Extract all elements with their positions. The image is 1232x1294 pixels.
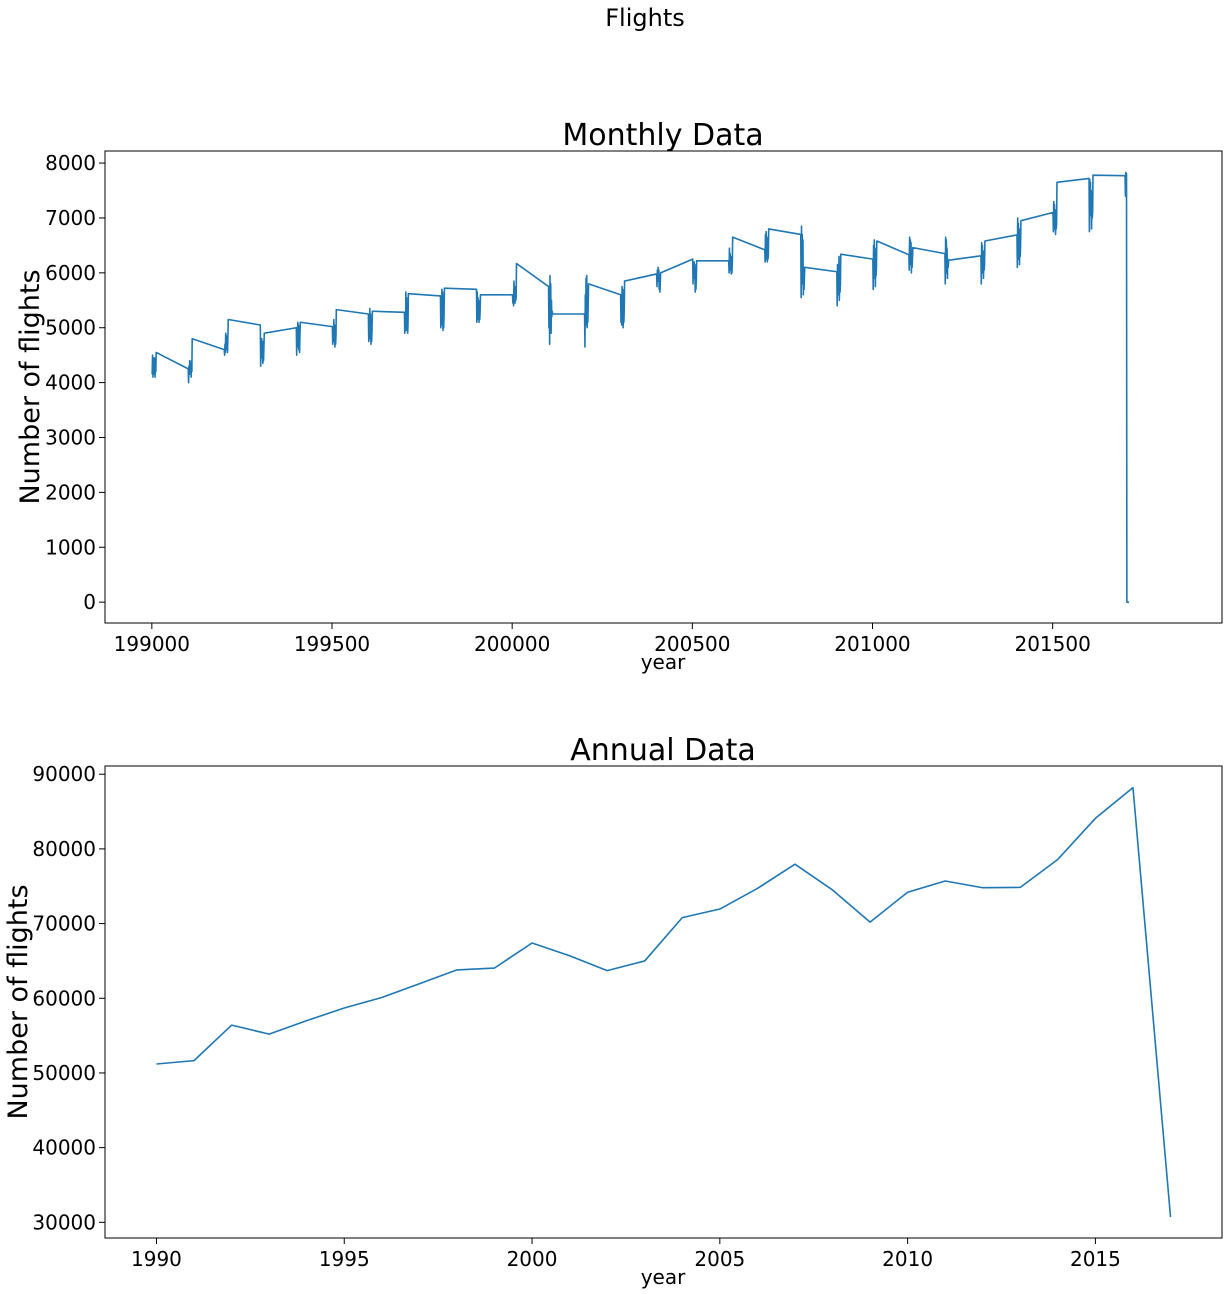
monthly-plot-frame [104,150,1223,624]
annual-y-tick-label: 40000 [32,1136,96,1160]
annual-x-tick-label: 2010 [882,1247,933,1271]
annual-plot-frame [104,765,1223,1239]
monthly-y-tick-label: 3000 [45,425,96,449]
annual-x-tick-label: 1995 [319,1247,370,1271]
monthly-y-tick-label: 5000 [45,316,96,340]
monthly-y-axis-label: Number of flights [15,269,46,504]
annual-y-tick-label: 70000 [32,912,96,936]
monthly-x-tick-label: 200500 [654,632,730,656]
annual-chart: Annual Data 1990 1995 2000 2005 2010 2015 300… [3,733,1223,1289]
annual-y-tick-label: 80000 [32,837,96,861]
monthly-chart-title: Monthly Data [562,118,763,153]
monthly-y-tick-label: 4000 [45,371,96,395]
annual-y-tick-label: 90000 [32,762,96,786]
annual-y-ticks: 30000 40000 50000 60000 70000 80000 90000 [32,762,105,1234]
monthly-y-tick-label: 6000 [45,261,96,285]
figure-suptitle: Flights [605,4,685,32]
monthly-y-tick-label: 0 [83,590,96,614]
annual-y-axis-label: Number of flights [3,884,34,1119]
annual-chart-title: Annual Data [570,733,755,768]
monthly-x-tick-label: 199000 [114,632,190,656]
monthly-x-tick-label: 201000 [834,632,910,656]
monthly-y-tick-label: 8000 [45,151,96,175]
annual-series-line [156,786,1172,1218]
monthly-y-ticks: 0 1000 2000 3000 4000 5000 6000 7000 8000 [45,151,105,614]
monthly-y-tick-label: 7000 [45,206,96,230]
annual-x-ticks: 1990 1995 2000 2005 2010 2015 [131,1238,1121,1271]
monthly-x-tick-label: 200000 [474,632,550,656]
monthly-series-line [151,171,1130,603]
monthly-x-axis-label: year [641,650,686,674]
monthly-x-ticks: 199000 199500 200000 200500 201000 201500 [114,623,1091,656]
annual-x-tick-label: 2015 [1070,1247,1121,1271]
monthly-x-tick-label: 199500 [294,632,370,656]
annual-x-tick-label: 1990 [131,1247,182,1271]
monthly-y-tick-label: 2000 [45,480,96,504]
annual-x-axis-label: year [641,1265,686,1289]
monthly-x-tick-label: 201500 [1014,632,1090,656]
monthly-chart: Monthly Data 199000 199500 200000 200500 201… [15,118,1223,674]
annual-x-tick-label: 2005 [694,1247,745,1271]
annual-y-tick-label: 50000 [32,1061,96,1085]
annual-x-tick-label: 2000 [507,1247,558,1271]
annual-y-tick-label: 30000 [32,1210,96,1234]
monthly-y-tick-label: 1000 [45,535,96,559]
annual-y-tick-label: 60000 [32,986,96,1010]
